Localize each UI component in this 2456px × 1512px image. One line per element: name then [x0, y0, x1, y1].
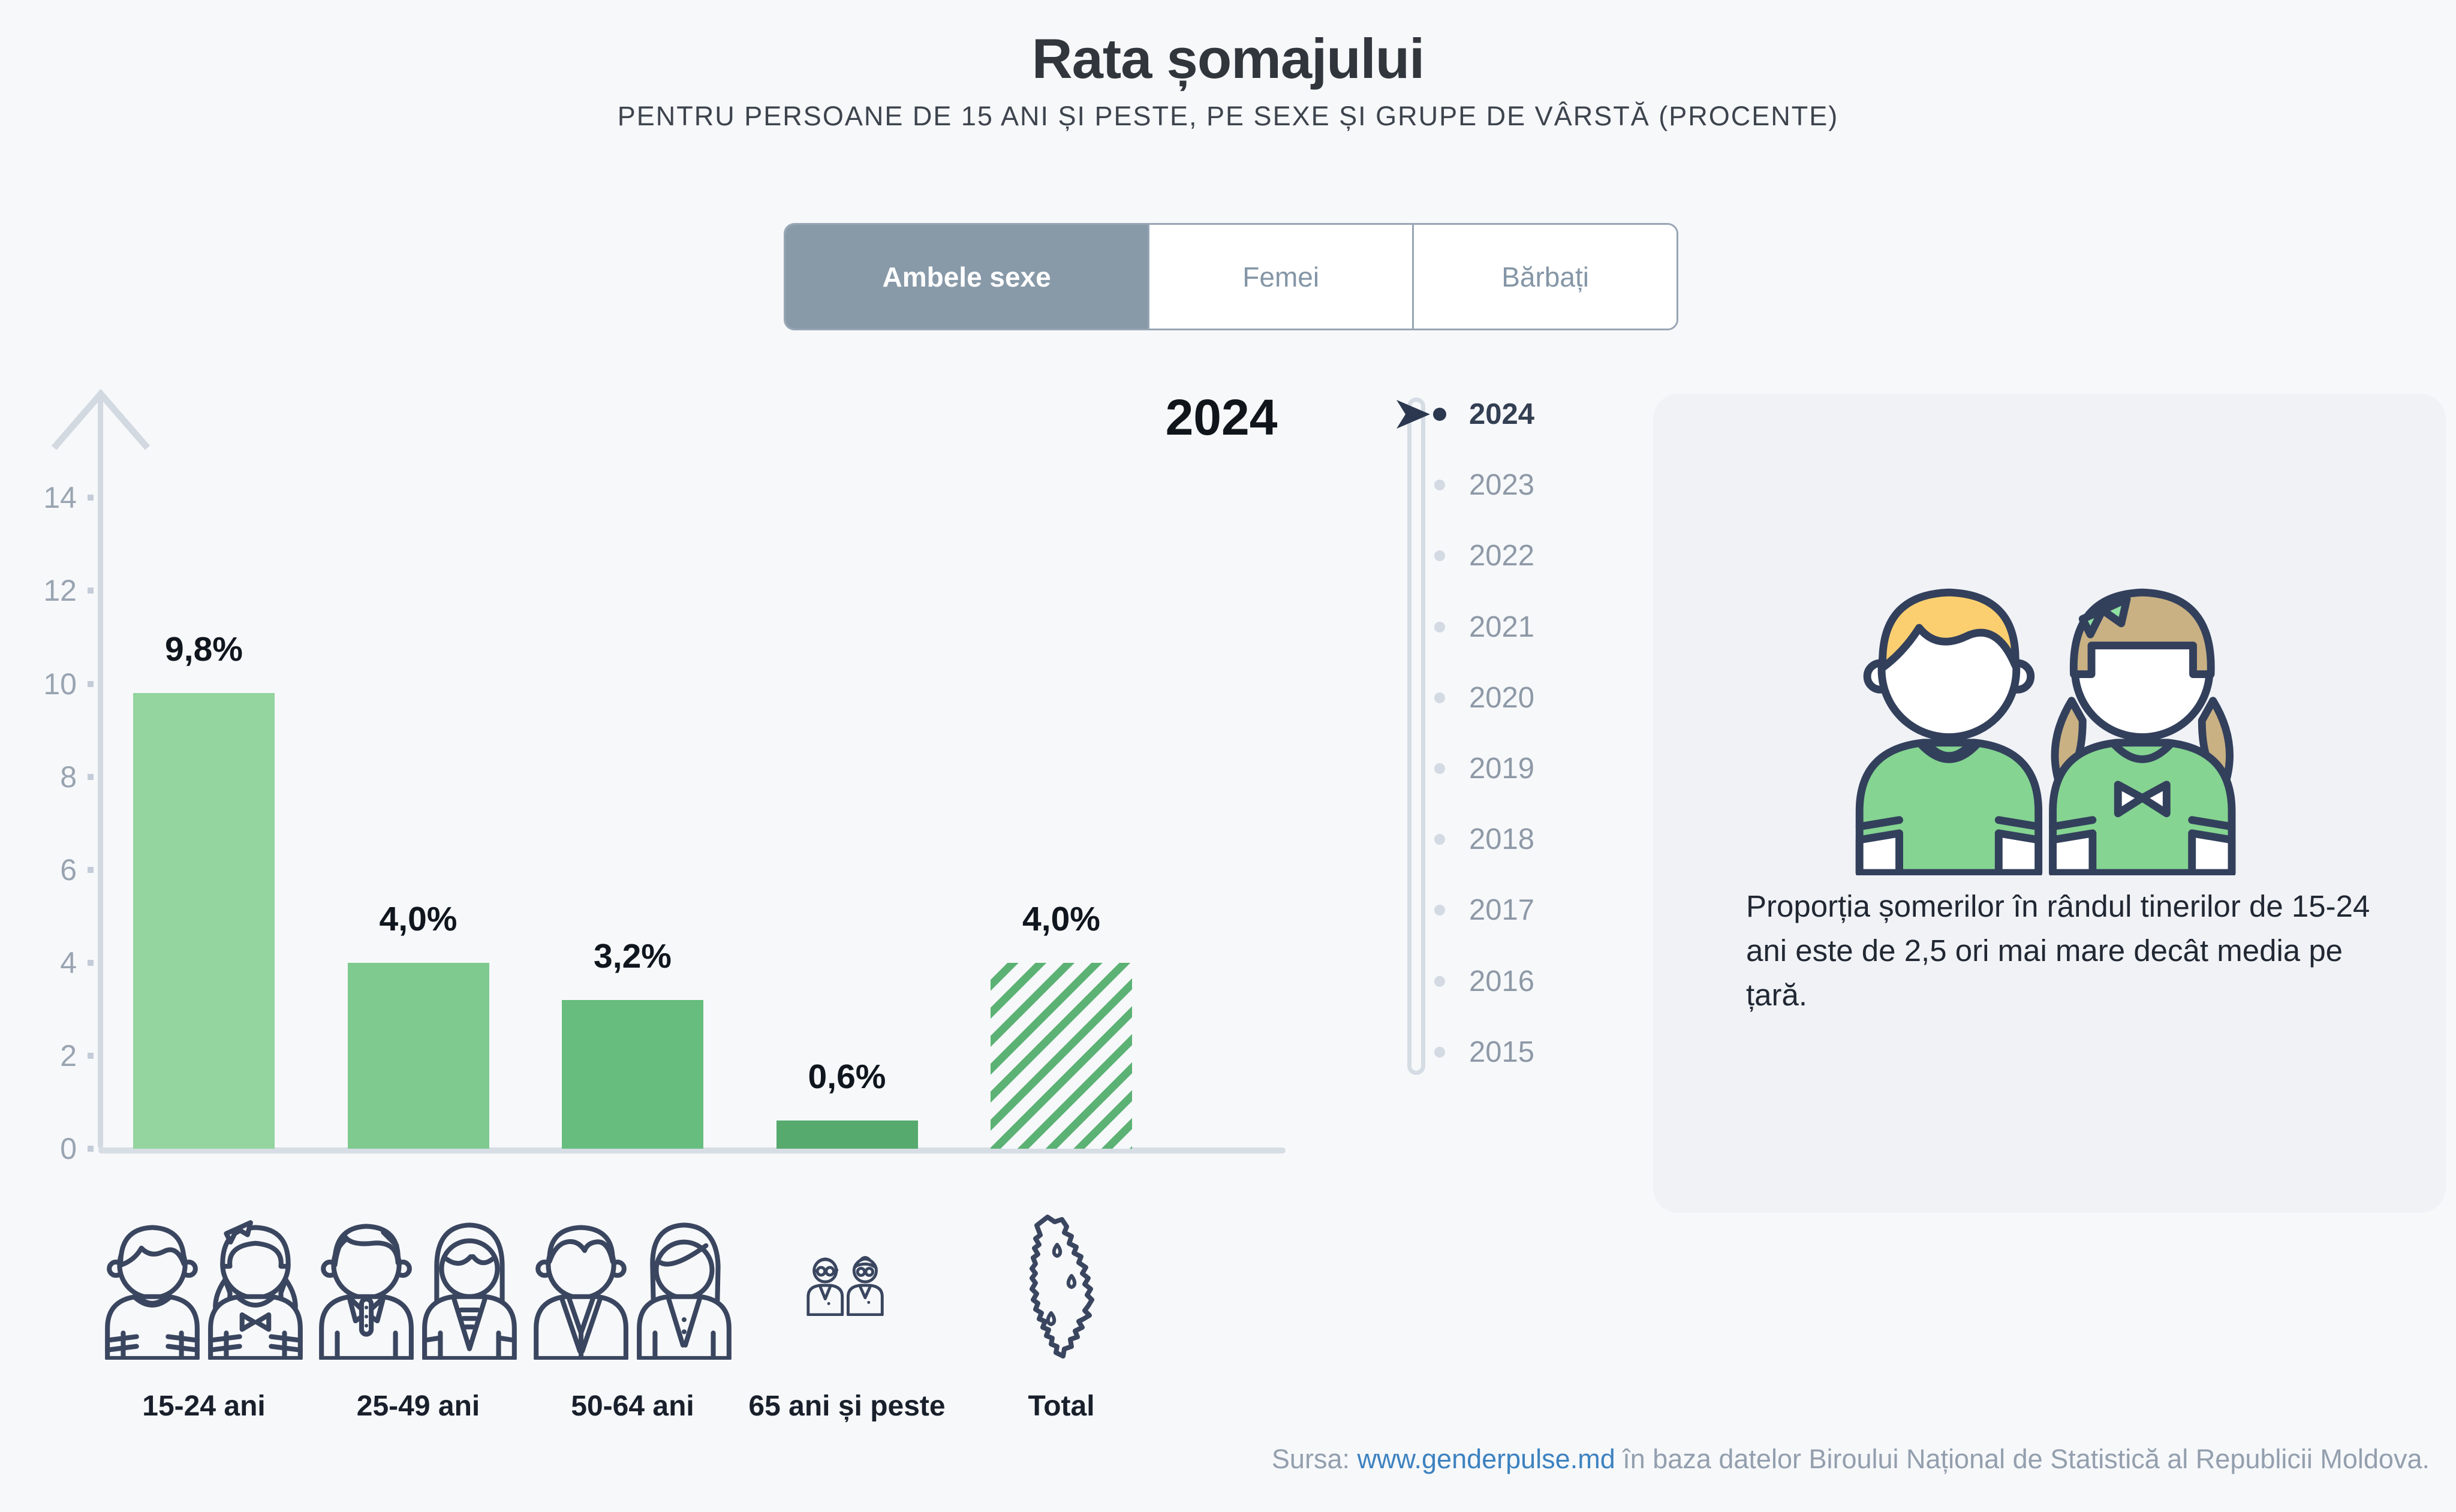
timeline-dot-2022[interactable] — [1434, 550, 1445, 562]
bar-value-label: 3,2% — [594, 936, 672, 975]
y-axis-tick-mark — [88, 1052, 94, 1059]
info-card: Proporția șomerilor în rândul tinerilor … — [1653, 394, 2446, 1213]
y-axis-tick-label: 4 — [60, 945, 77, 980]
timeline-dot-2020[interactable] — [1434, 692, 1445, 703]
timeline-year-2015[interactable]: 2015 — [1469, 1035, 1535, 1068]
y-axis-tick-mark — [88, 773, 94, 780]
y-axis-tick-mark — [88, 680, 94, 687]
timeline-year-2017[interactable]: 2017 — [1469, 894, 1535, 927]
y-axis-tick-label: 10 — [43, 667, 77, 701]
tab-ambele-sexe[interactable]: Ambele sexe — [785, 225, 1148, 329]
youth-pair-icon — [105, 1220, 303, 1360]
y-axis-tick-label: 14 — [43, 481, 77, 515]
bar-total[interactable] — [991, 962, 1132, 1149]
page-subtitle: PENTRU PERSOANE DE 15 ANI ȘI PESTE, PE S… — [617, 101, 1839, 131]
timeline-year-2021[interactable]: 2021 — [1469, 610, 1535, 643]
timeline-year-2022[interactable]: 2022 — [1469, 540, 1535, 573]
source-line: Sursa: www.genderpulse.md în baza datelo… — [1272, 1444, 2430, 1475]
timeline-dot-2016[interactable] — [1434, 975, 1445, 987]
y-axis — [98, 393, 103, 1149]
timeline-track[interactable] — [1407, 397, 1425, 1075]
bar-50-64-ani[interactable] — [562, 999, 703, 1149]
elderly-pair-icon — [806, 1256, 884, 1316]
y-axis-tick-mark — [88, 588, 94, 594]
y-axis-tick-label: 8 — [60, 760, 77, 794]
category-label-50-64-ani: 50-64 ani — [571, 1390, 694, 1422]
timeline-year-2024[interactable]: 2024 — [1469, 398, 1535, 430]
seniors-pair-icon — [534, 1222, 732, 1360]
y-axis-tick-mark — [88, 866, 94, 873]
source-link[interactable]: www.genderpulse.md — [1357, 1444, 1615, 1474]
timeline-dot-2018[interactable] — [1434, 834, 1445, 845]
timeline-year-2019[interactable]: 2019 — [1469, 752, 1535, 785]
y-axis-tick-label: 12 — [43, 574, 77, 608]
boy-girl-illustration — [1855, 588, 2236, 875]
moldova-map-icon — [1030, 1215, 1094, 1359]
y-axis-tick-label: 6 — [60, 853, 77, 887]
bar-value-label: 9,8% — [165, 630, 243, 668]
timeline-year-2018[interactable]: 2018 — [1469, 823, 1535, 856]
bar-value-label: 4,0% — [1022, 899, 1100, 938]
bar-65-ani-i-peste[interactable] — [776, 1121, 918, 1149]
bar-25-49-ani[interactable] — [347, 962, 489, 1149]
tab-barbati[interactable]: Bărbați — [1412, 225, 1677, 329]
bar-value-label: 0,6% — [808, 1058, 886, 1097]
category-label-65-ani-i-peste: 65 ani și peste — [748, 1390, 946, 1422]
y-axis-tick-label: 2 — [60, 1038, 77, 1073]
info-card-text: Proporția șomerilor în rândul tinerilor … — [1746, 889, 2370, 1012]
timeline-year-2023[interactable]: 2023 — [1469, 469, 1535, 502]
category-label-25-49-ani: 25-49 ani — [356, 1390, 480, 1422]
timeline-dot-2015[interactable] — [1434, 1046, 1445, 1058]
y-axis-tick-mark — [88, 1146, 94, 1152]
category-label-total: Total — [1028, 1390, 1095, 1422]
timeline-cursor-arrow-icon[interactable] — [1396, 400, 1430, 429]
adults-pair-icon — [319, 1222, 517, 1360]
tab-femei[interactable]: Femei — [1148, 225, 1413, 329]
source-prefix: Sursa: — [1271, 1444, 1350, 1474]
source-suffix: în baza datelor Biroului Național de Sta… — [1623, 1444, 2430, 1474]
sex-filter-tabs: Ambele sexe Femei Bărbați — [784, 223, 1678, 330]
timeline-dot-2019[interactable] — [1434, 763, 1445, 774]
page-title: Rata șomajului — [1031, 27, 1425, 90]
y-axis-tick-mark — [88, 959, 94, 966]
timeline-dot-2021[interactable] — [1434, 621, 1445, 632]
timeline-dot-2023[interactable] — [1434, 480, 1445, 491]
y-axis-tick-mark — [88, 495, 94, 501]
chart-year-label: 2024 — [1165, 389, 1278, 445]
y-axis-tick-label: 0 — [60, 1132, 77, 1165]
x-axis — [98, 1147, 1286, 1153]
category-label-15-24-ani: 15-24 ani — [142, 1390, 266, 1422]
bar-value-label: 4,0% — [379, 899, 458, 938]
timeline-dot-2017[interactable] — [1434, 905, 1445, 916]
timeline-dot-2024[interactable] — [1433, 408, 1446, 421]
bar-15-24-ani[interactable] — [133, 693, 275, 1149]
timeline-year-2020[interactable]: 2020 — [1469, 681, 1535, 714]
timeline-year-2016[interactable]: 2016 — [1469, 965, 1535, 998]
